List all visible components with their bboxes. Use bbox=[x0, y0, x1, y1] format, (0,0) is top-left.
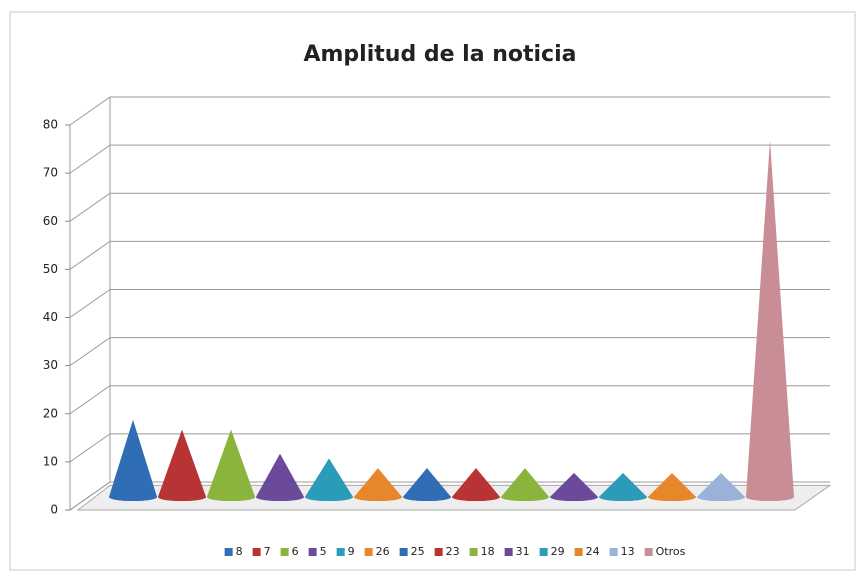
legend-label: 18 bbox=[481, 545, 495, 558]
y-tick-label: 20 bbox=[43, 406, 58, 420]
y-tick-label: 0 bbox=[50, 503, 58, 517]
legend-swatch bbox=[539, 548, 548, 556]
y-tick-label: 10 bbox=[43, 454, 58, 468]
legend-swatch bbox=[364, 548, 373, 556]
legend: 8 7 6 5 9 26 25 23 18 31 29 24 13 Otros bbox=[224, 545, 686, 558]
legend-label: 26 bbox=[376, 545, 390, 558]
grid-line bbox=[69, 144, 830, 174]
grid-line bbox=[69, 481, 830, 511]
legend-label: 9 bbox=[348, 545, 355, 558]
legend-label: Otros bbox=[656, 545, 686, 558]
grid-line bbox=[69, 385, 830, 415]
y-tick-label: 50 bbox=[43, 262, 58, 276]
legend-label: 29 bbox=[551, 545, 565, 558]
legend-swatch bbox=[469, 548, 478, 556]
legend-label: 8 bbox=[236, 545, 243, 558]
legend-label: 31 bbox=[516, 545, 530, 558]
chart-title: Amplitud de la noticia bbox=[303, 42, 576, 67]
legend-swatch bbox=[336, 548, 345, 556]
legend-swatch bbox=[280, 548, 289, 556]
legend-swatch bbox=[434, 548, 443, 556]
y-tick-label: 40 bbox=[43, 310, 58, 324]
legend-swatch bbox=[399, 548, 408, 556]
legend-swatch bbox=[574, 548, 583, 556]
legend-label: 13 bbox=[621, 545, 635, 558]
legend-label: 5 bbox=[320, 545, 327, 558]
legend-label: 6 bbox=[292, 545, 299, 558]
grid-line bbox=[69, 289, 830, 318]
legend-swatch bbox=[224, 548, 233, 556]
legend-label: 24 bbox=[586, 545, 600, 558]
y-tick-label: 60 bbox=[43, 214, 58, 228]
legend-swatch bbox=[308, 548, 317, 556]
y-tick-label: 80 bbox=[43, 118, 58, 132]
legend-label: 7 bbox=[264, 545, 271, 558]
grid-line bbox=[69, 96, 830, 126]
legend-swatch bbox=[504, 548, 513, 556]
grid-line bbox=[69, 433, 830, 463]
legend-label: 25 bbox=[411, 545, 425, 558]
legend-swatch bbox=[609, 548, 618, 556]
grid-line bbox=[69, 192, 830, 222]
legend-swatch bbox=[252, 548, 261, 556]
y-tick-label: 30 bbox=[43, 358, 58, 372]
legend-label: 23 bbox=[446, 545, 460, 558]
legend-swatch bbox=[644, 548, 653, 556]
grid-line bbox=[69, 337, 830, 367]
grid-line bbox=[69, 240, 830, 270]
y-tick-label: 70 bbox=[43, 166, 58, 180]
